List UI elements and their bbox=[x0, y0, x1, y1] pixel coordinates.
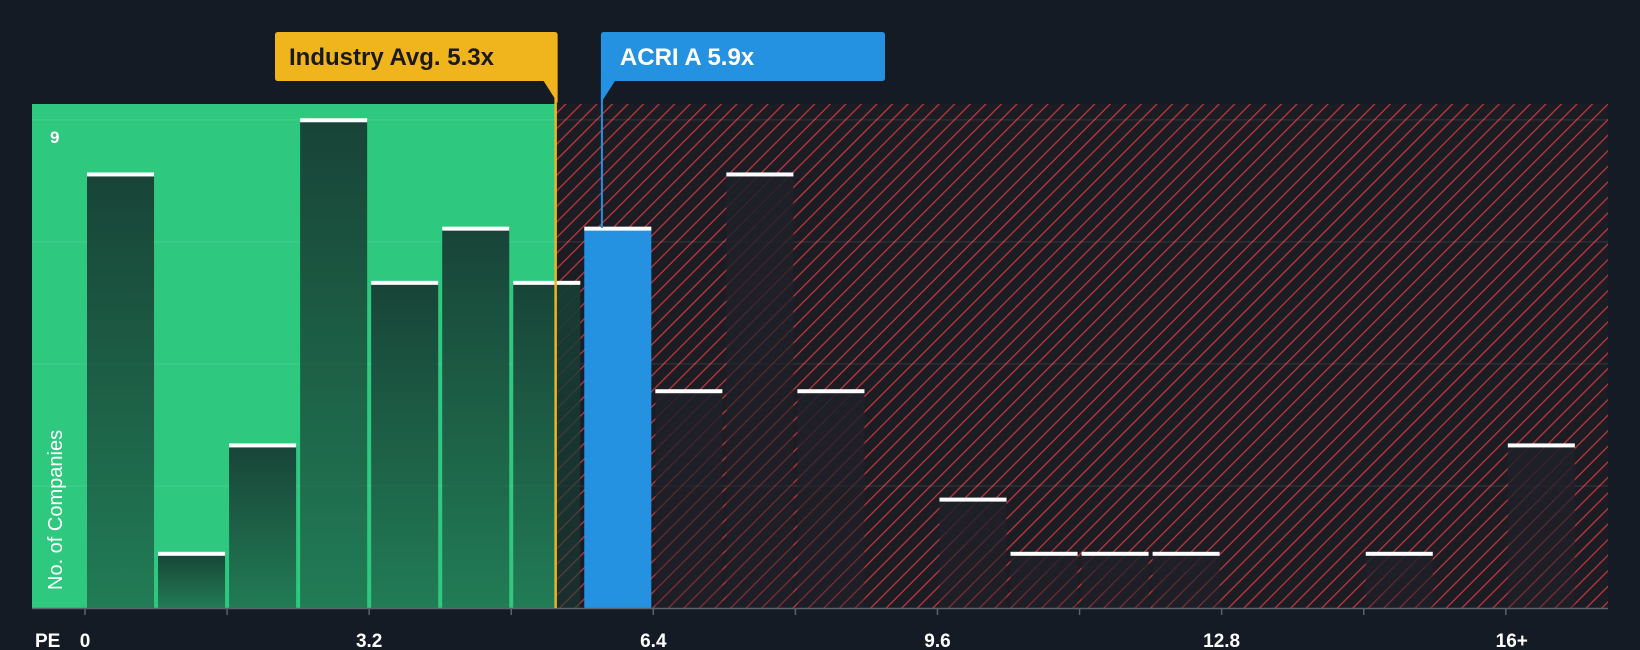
bar-2 bbox=[229, 445, 297, 608]
bar-1 bbox=[158, 553, 226, 608]
bar-7 bbox=[584, 228, 652, 609]
bar-cap-18 bbox=[1365, 551, 1433, 556]
bar-cap-7 bbox=[584, 226, 652, 231]
company-callout bbox=[600, 32, 885, 103]
x-tick-label: 0 bbox=[80, 631, 91, 650]
bar-6 bbox=[513, 282, 581, 608]
x-axis-label: PE bbox=[35, 631, 60, 650]
x-tick-label: 16+ bbox=[1496, 631, 1528, 650]
industry-avg-label: Industry Avg. 5.3x bbox=[289, 44, 495, 71]
bar-cap-6 bbox=[513, 280, 581, 285]
bar-cap-9 bbox=[726, 172, 794, 177]
bar-cap-0 bbox=[87, 172, 155, 177]
bar-0 bbox=[87, 174, 155, 609]
bar-8 bbox=[655, 391, 723, 608]
bar-15 bbox=[1152, 553, 1220, 608]
bar-cap-3 bbox=[300, 118, 368, 123]
x-tick-label: 12.8 bbox=[1203, 631, 1240, 650]
bar-cap-2 bbox=[229, 443, 297, 448]
bar-cap-8 bbox=[655, 389, 723, 394]
bar-9 bbox=[726, 174, 794, 609]
bar-18 bbox=[1365, 553, 1433, 608]
bars bbox=[87, 118, 1575, 609]
bar-10 bbox=[797, 391, 865, 608]
bar-cap-15 bbox=[1152, 551, 1220, 556]
bar-14 bbox=[1081, 553, 1149, 608]
bar-cap-20 bbox=[1507, 443, 1575, 448]
bar-5 bbox=[442, 228, 510, 609]
bar-3 bbox=[300, 120, 368, 609]
x-tick-label: 6.4 bbox=[640, 631, 667, 650]
bar-cap-13 bbox=[1010, 551, 1078, 556]
industry-avg-callout bbox=[275, 32, 558, 103]
bar-4 bbox=[371, 282, 439, 608]
bar-cap-4 bbox=[371, 280, 439, 285]
bar-cap-10 bbox=[797, 389, 865, 394]
bar-12 bbox=[939, 499, 1007, 608]
y-tick-label: 9 bbox=[50, 128, 59, 147]
bar-cap-14 bbox=[1081, 551, 1149, 556]
bar-cap-5 bbox=[442, 226, 510, 231]
bar-13 bbox=[1010, 553, 1078, 608]
bar-cap-12 bbox=[939, 497, 1007, 502]
y-axis-label: No. of Companies bbox=[45, 430, 67, 590]
bar-20 bbox=[1507, 445, 1575, 608]
bar-cap-1 bbox=[158, 551, 226, 556]
x-tick-label: 9.6 bbox=[924, 631, 950, 650]
x-ticks: 0 3.2 6.4 9.6 12.8 16+ bbox=[80, 608, 1528, 650]
company-label: ACRI A 5.9x bbox=[620, 44, 755, 71]
x-tick-label: 3.2 bbox=[356, 631, 382, 650]
